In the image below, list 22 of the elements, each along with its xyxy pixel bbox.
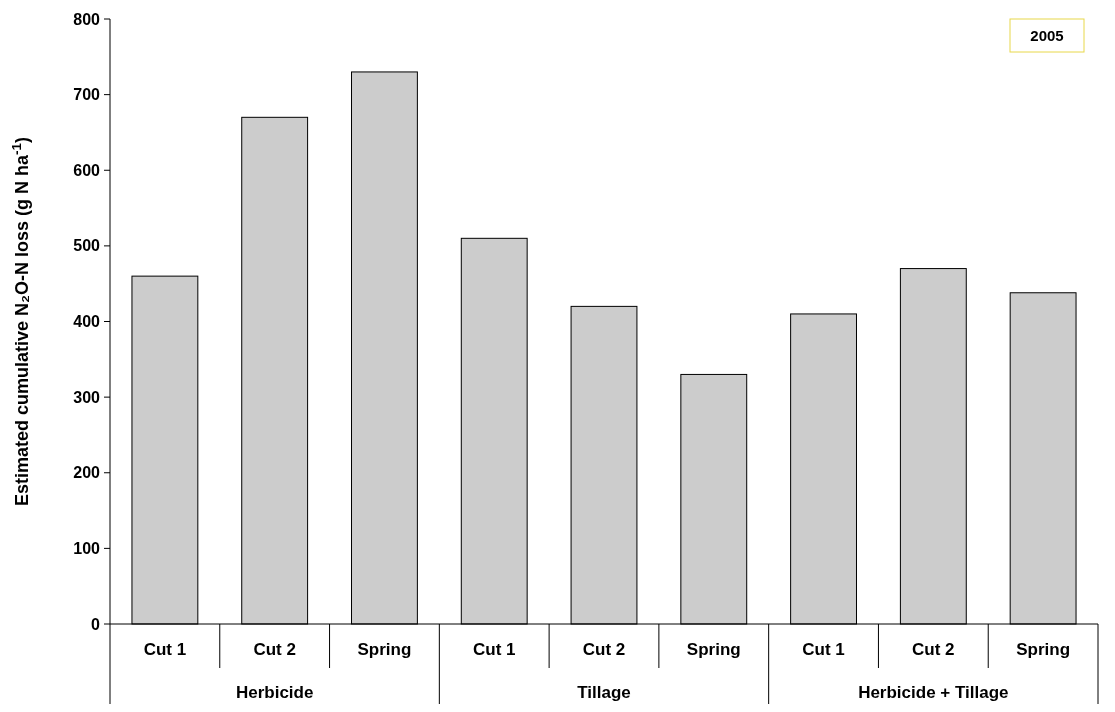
y-tick-label: 500 <box>73 237 101 255</box>
y-tick-label: 0 <box>91 615 101 633</box>
y-tick-label: 700 <box>73 86 101 104</box>
x-tick-label: Spring <box>686 640 741 659</box>
x-tick-label: Spring <box>1016 640 1071 659</box>
y-tick-label: 800 <box>73 10 101 28</box>
text: Tillage <box>577 683 631 702</box>
x-tick-label: Cut 2 <box>912 640 955 659</box>
x-tick-label: Cut 2 <box>253 640 296 659</box>
y-tick-label: 600 <box>73 161 101 179</box>
text: Herbicide + Tillage <box>858 683 1009 702</box>
y-tick-label: 400 <box>73 313 101 331</box>
x-tick-label: Cut 1 <box>472 640 516 659</box>
x-tick-label: Cut 1 <box>143 640 187 659</box>
y-tick-label: 100 <box>73 539 101 557</box>
x-tick-label: Cut 1 <box>802 640 845 659</box>
y-tick-label: 200 <box>73 464 101 482</box>
text: Herbicide <box>235 683 314 702</box>
x-tick-label: Cut 2 <box>582 640 626 659</box>
x-tick-label: Spring <box>357 640 412 659</box>
text: 2005 <box>1030 27 1064 45</box>
y-tick-label: 300 <box>73 388 101 406</box>
